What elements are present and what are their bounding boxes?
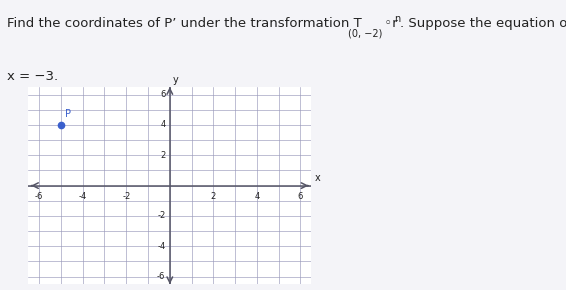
Text: . Suppose the equation of line n is: . Suppose the equation of line n is: [400, 17, 566, 30]
Text: x: x: [315, 173, 320, 183]
Text: 4: 4: [160, 120, 165, 129]
Text: 6: 6: [160, 90, 165, 99]
Text: -2: -2: [157, 211, 165, 220]
Text: Find the coordinates of P’ under the transformation T: Find the coordinates of P’ under the tra…: [7, 17, 362, 30]
Text: -6: -6: [157, 272, 165, 281]
Text: 4: 4: [254, 193, 259, 202]
Text: x = −3.: x = −3.: [7, 70, 58, 83]
Text: 2: 2: [160, 151, 165, 160]
Text: n: n: [394, 14, 400, 24]
Text: -2: -2: [122, 193, 130, 202]
Text: -6: -6: [35, 193, 44, 202]
Text: -4: -4: [157, 242, 165, 251]
Text: ◦r: ◦r: [380, 17, 398, 30]
Text: (0, −2): (0, −2): [348, 29, 383, 39]
Text: -4: -4: [79, 193, 87, 202]
Text: P: P: [65, 109, 71, 119]
Text: y: y: [173, 75, 179, 86]
Text: 2: 2: [211, 193, 216, 202]
Text: 6: 6: [298, 193, 303, 202]
